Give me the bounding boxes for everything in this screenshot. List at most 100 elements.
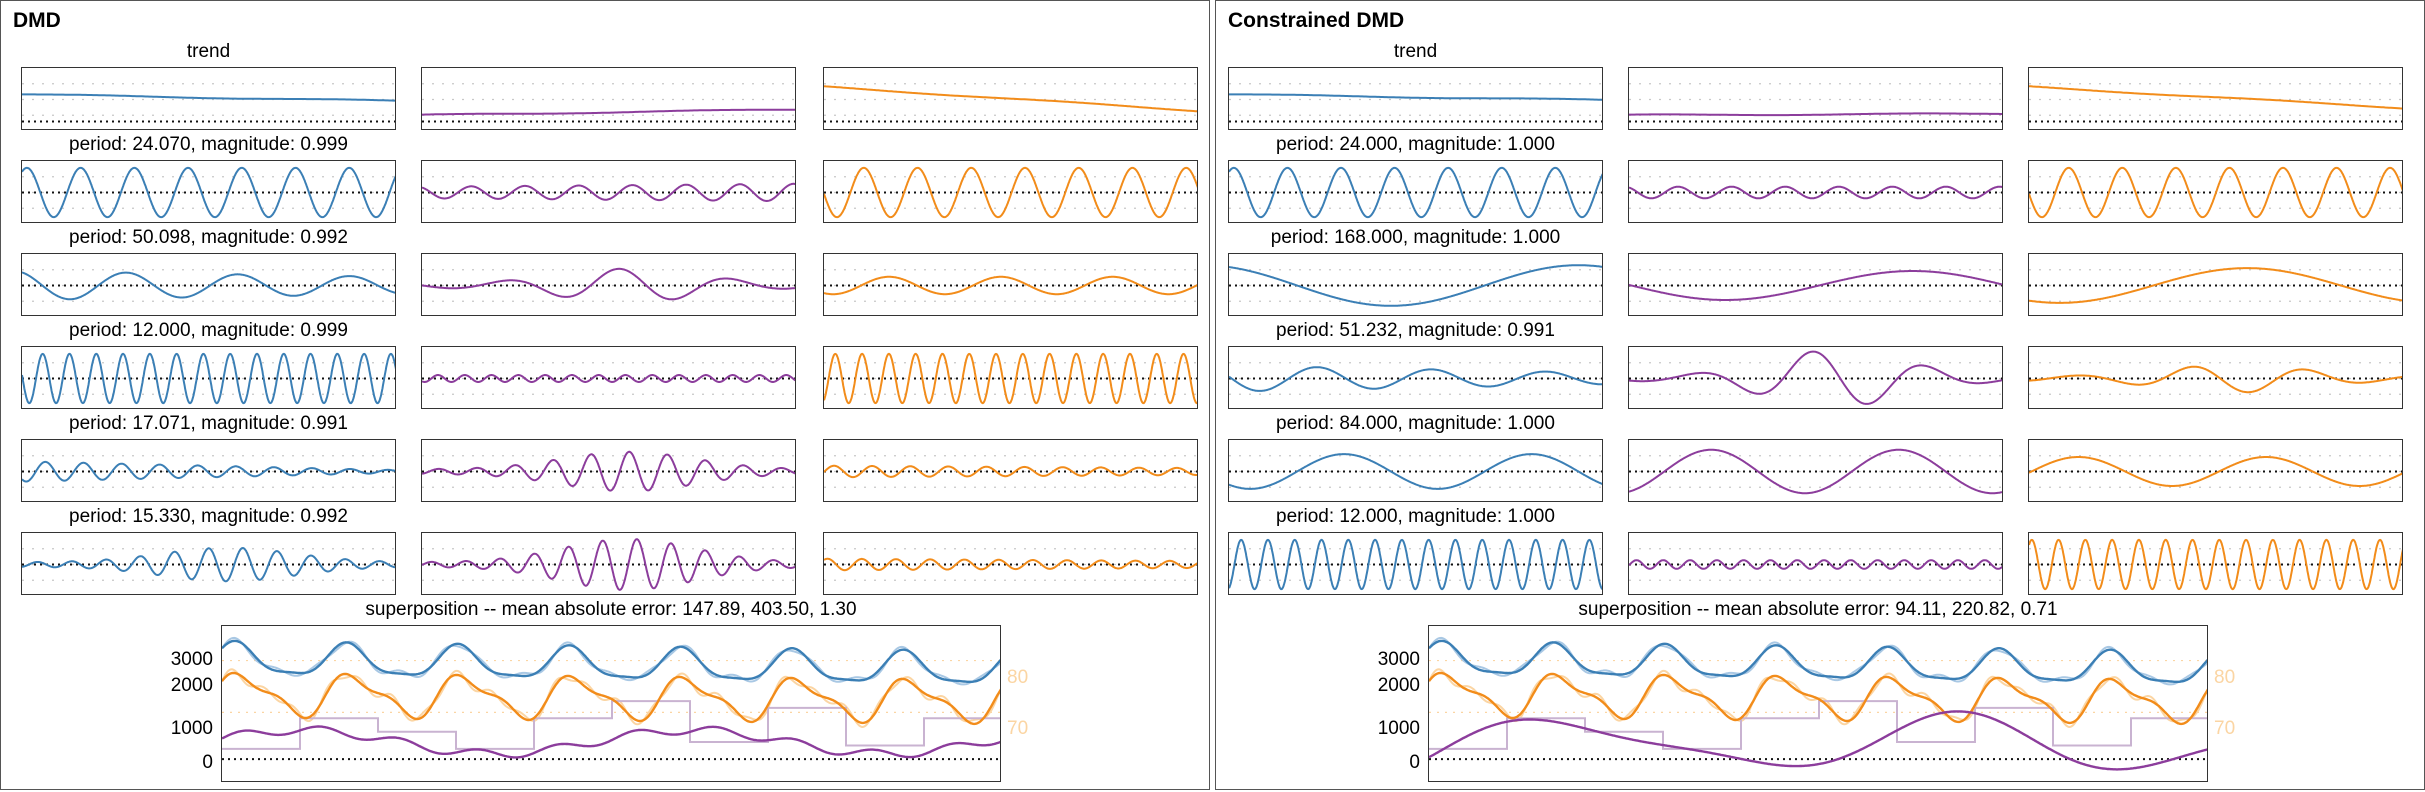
mode-plot [21,439,396,502]
panel-title: DMD [13,9,61,32]
y-tick-label: 1000 [170,718,213,739]
y-tick-label: 0 [202,752,213,773]
mode-plot [1628,160,2003,223]
mode-series-line [824,85,1197,113]
reconstruction-series-1-line [1429,639,2207,683]
reconstruction-series-3-line [1429,671,2207,726]
mode-plot [1228,532,1603,595]
mode-plot [1628,67,2003,130]
mode-series-line [1629,112,2002,117]
mode-plot [1228,439,1603,502]
mode-plot [421,253,796,316]
y-tick-label: 2000 [1377,675,1420,696]
original-series-1-line [1429,636,2207,686]
right-tick-label: 70 [1007,718,1029,739]
mode-2-label: period: 50.098, magnitude: 0.992 [69,227,348,248]
mode-series-line [2029,267,2402,304]
mode-plot [823,160,1198,223]
right-tick-label: 70 [2214,718,2236,739]
original-series-1-line [222,636,1000,686]
mode-plot [2028,253,2403,316]
mode-plot [1628,253,2003,316]
mode-series-line [22,166,395,219]
mode-series-line [1229,366,1602,392]
mode-series-line [2029,166,2402,219]
mode-plot [1228,160,1603,223]
mode-plot [1228,253,1603,316]
mode-series-line [1229,453,1602,490]
y-tick-label: 1000 [1377,718,1420,739]
mode-plot [2028,160,2403,223]
mode-plot [2028,532,2403,595]
mode-3-label: period: 12.000, magnitude: 0.999 [69,320,348,341]
mode-series-line [824,464,1197,479]
y-tick-label: 3000 [1377,649,1420,670]
mode-series-line [1229,93,1602,101]
mode-series-line [1229,166,1602,219]
reconstruction-series-2-line [1429,710,2207,771]
reconstruction-series-3-line [222,671,1000,726]
superposition-label: superposition -- mean absolute error: 94… [1578,599,2058,620]
mode-series-line [22,271,395,301]
panel-title: Constrained DMD [1228,9,1405,32]
mode-plot [21,67,396,130]
mode-4-label: period: 17.071, magnitude: 0.991 [69,413,348,434]
mode-plot [421,346,796,409]
mode-series-line [824,275,1197,296]
mode-plot [421,67,796,130]
mode-series-line [824,166,1197,219]
mode-series-line [824,557,1197,572]
mode-plot [21,253,396,316]
mode-plot [823,346,1198,409]
mode-plot [1628,346,2003,409]
superposition-label: superposition -- mean absolute error: 14… [365,599,857,620]
mode-1-label: period: 24.070, magnitude: 0.999 [69,134,348,155]
mode-plot [823,532,1198,595]
mode-4-label: period: 84.000, magnitude: 1.000 [1276,413,1555,434]
mode-series-line [1629,270,2002,301]
mode-5-label: period: 12.000, magnitude: 1.000 [1276,506,1555,527]
mode-plot [2028,439,2403,502]
y-tick-label: 3000 [170,649,213,670]
original-series-2-line [1429,700,2207,750]
mode-plot [21,532,396,595]
mode-5-label: period: 15.330, magnitude: 0.992 [69,506,348,527]
mode-series-line [2029,538,2402,591]
mode-series-line [1629,185,2002,200]
mode-series-line [1229,264,1602,307]
mode-plot [421,532,796,595]
mode-series-line [22,460,395,483]
reconstruction-series-2-line [222,725,1000,759]
mode-plot [421,439,796,502]
mode-series-line [1629,448,2002,495]
y-tick-label: 0 [1409,752,1420,773]
right-tick-label: 80 [2214,667,2236,688]
mode-series-line [2029,365,2402,394]
mode-plot [2028,67,2403,130]
reconstruction-series-1-line [222,639,1000,683]
mode-3-label: period: 51.232, magnitude: 0.991 [1276,320,1555,341]
original-series-2-line [222,700,1000,750]
constrained-dmd-panel: Constrained DMD trend period: 24.000, ma… [1215,0,2425,790]
superposition-plot [1428,625,2208,782]
dmd-panel: DMD trend period: 24.070, magnitude: 0.9… [0,0,1210,790]
mode-series-line [2029,85,2402,110]
mode-series-line [422,108,795,116]
mode-plot [1628,532,2003,595]
right-tick-label: 80 [1007,667,1029,688]
mode-plot [1228,346,1603,409]
mode-series-line [422,538,795,591]
mode-series-line [422,450,795,492]
mode-series-line [22,546,395,583]
mode-0-label: trend [186,41,231,62]
mode-plot [1628,439,2003,502]
superposition-plot [221,625,1001,782]
mode-series-line [1629,350,2002,405]
mode-plot [421,160,796,223]
mode-series-line [1229,538,1602,591]
mode-2-label: period: 168.000, magnitude: 1.000 [1270,227,1561,248]
mode-series-line [2029,456,2402,487]
mode-plot [21,346,396,409]
mode-plot [1228,67,1603,130]
mode-plot [823,67,1198,130]
